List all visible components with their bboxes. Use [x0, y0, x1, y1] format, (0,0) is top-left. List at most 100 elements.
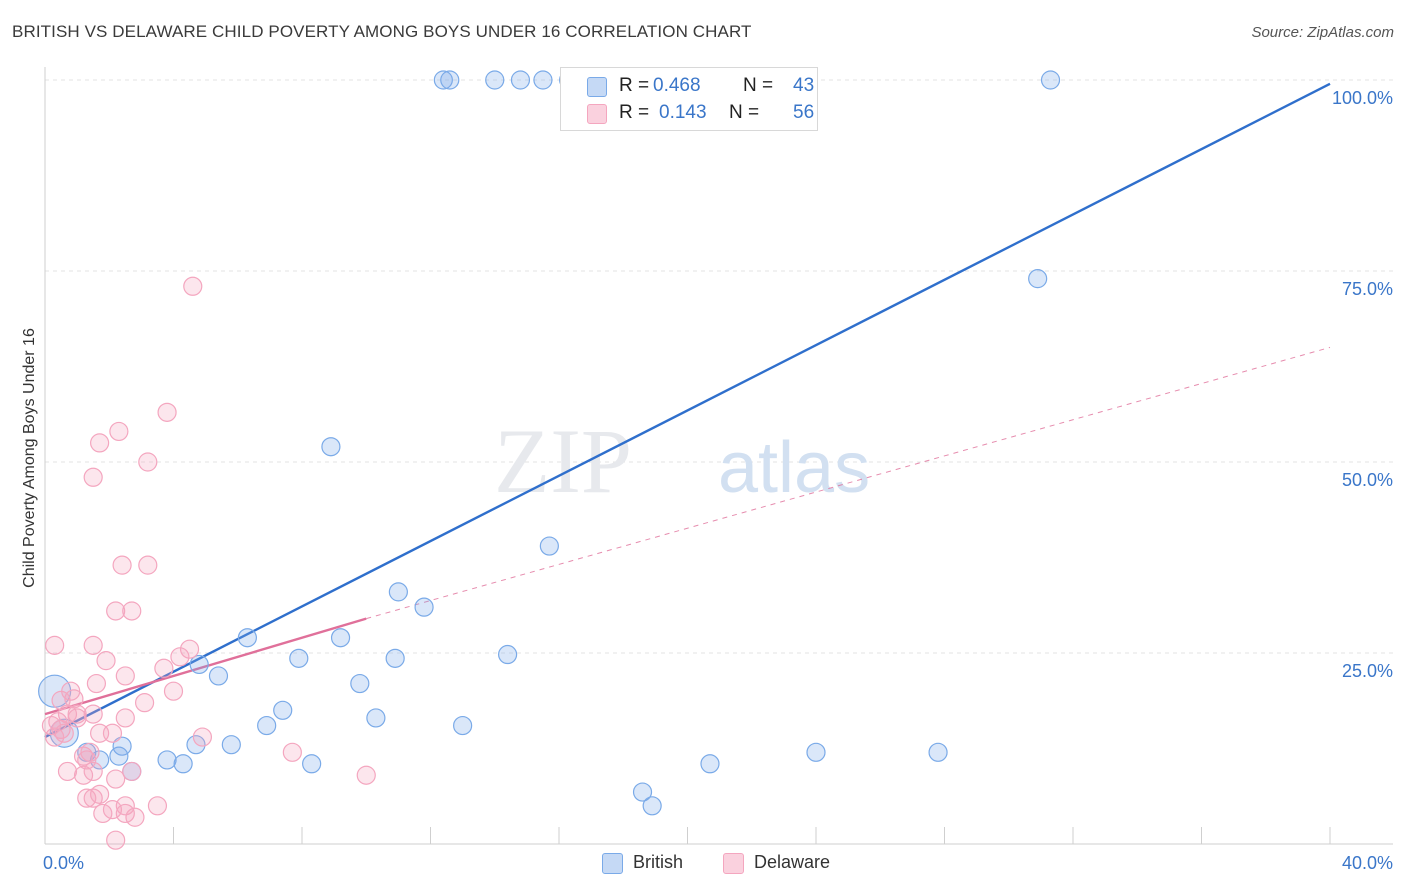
british-point — [510, 70, 531, 90]
chart-title: BRITISH VS DELAWARE CHILD POVERTY AMONG … — [12, 22, 752, 41]
british-point — [350, 673, 370, 694]
delaware-point — [147, 796, 168, 816]
delaware-point — [106, 830, 126, 850]
bottom-legend-label-delaware: Delaware — [754, 852, 831, 872]
delaware-point — [83, 467, 103, 487]
legend-n-label: N = — [743, 75, 774, 96]
watermark-atlas: atlas — [718, 428, 870, 508]
legend-swatch-british — [587, 77, 607, 97]
british-point — [385, 648, 405, 668]
x-tick-label: 0.0% — [43, 853, 84, 873]
british-point — [157, 750, 177, 770]
delaware-point — [90, 784, 110, 804]
british-point — [173, 754, 193, 774]
delaware-point — [138, 555, 158, 575]
delaware-point — [102, 800, 123, 820]
delaware-point — [83, 635, 103, 655]
british-point — [208, 666, 229, 686]
british-point — [453, 715, 473, 736]
british-point — [388, 582, 408, 602]
delaware-point — [134, 693, 155, 713]
stats-legend: R = 0.468 N = 43 R = 0.143 N = 56 — [560, 67, 818, 131]
british-point — [928, 742, 948, 762]
delaware-point — [45, 727, 65, 747]
trend-lines — [44, 82, 1331, 739]
legend-r-label: R = — [619, 75, 650, 96]
delaware-point — [106, 769, 126, 789]
british-point — [700, 754, 720, 774]
delaware-point — [115, 803, 135, 824]
british-point — [257, 715, 277, 736]
delaware-point — [45, 635, 65, 655]
british-point — [302, 754, 322, 774]
y-tick-label: 25.0% — [1342, 661, 1393, 681]
delaware-point — [93, 803, 113, 824]
british-point — [485, 70, 505, 90]
bottom-legend-swatch-delaware — [723, 853, 744, 874]
axes — [44, 67, 1393, 845]
delaware-trend-extension — [366, 346, 1331, 620]
delaware-point — [109, 421, 129, 442]
british-point — [289, 648, 309, 668]
delaware-point — [154, 658, 174, 678]
legend-r-label: R = — [619, 102, 650, 123]
data-points — [38, 70, 1061, 850]
delaware-point — [122, 761, 142, 782]
british-point — [539, 536, 559, 556]
british-point — [186, 735, 206, 755]
delaware-point — [282, 742, 302, 762]
british-point — [273, 700, 293, 720]
y-tick-labels: 100.0% 75.0% 50.0% 25.0% — [1332, 88, 1393, 681]
british-point — [440, 70, 460, 90]
watermark: ZIP atlas — [494, 410, 870, 512]
delaware-point — [183, 276, 203, 296]
british-point — [1028, 269, 1048, 289]
delaware-point — [96, 651, 116, 671]
delaware-point — [102, 723, 123, 743]
y-tick-label: 75.0% — [1342, 279, 1393, 299]
delaware-point — [115, 708, 135, 728]
chart-source: Source: ZipAtlas.com — [1251, 24, 1394, 41]
delaware-point — [54, 723, 74, 743]
watermark-zip: ZIP — [494, 410, 632, 512]
delaware-point — [80, 742, 100, 762]
delaware-point — [157, 402, 177, 422]
delaware-point — [77, 788, 97, 808]
british-point — [533, 70, 553, 90]
british-point — [433, 70, 453, 90]
delaware-point — [125, 807, 145, 827]
delaware-point — [122, 601, 142, 621]
delaware-trend-line — [44, 617, 367, 716]
legend-r-value-delaware: 0.143 — [659, 102, 707, 123]
y-tick-label: 100.0% — [1332, 88, 1393, 108]
legend-n-value-british: 43 — [793, 75, 815, 96]
delaware-point — [73, 765, 94, 785]
british-point — [237, 628, 257, 648]
british-point — [321, 437, 341, 457]
british-point — [366, 708, 386, 728]
british-trend-line — [44, 82, 1331, 739]
bottom-legend-swatch-british — [602, 853, 623, 874]
y-tick-label: 50.0% — [1342, 470, 1393, 490]
british-point — [189, 654, 209, 675]
x-tick-labels: 0.0% 40.0% — [43, 853, 1393, 873]
british-point — [109, 746, 129, 766]
delaware-point — [57, 761, 78, 782]
delaware-point — [192, 727, 213, 747]
delaware-point — [83, 704, 103, 724]
legend-n-value-delaware: 56 — [793, 102, 815, 123]
british-point — [498, 644, 518, 665]
delaware-point — [112, 555, 132, 575]
british-point — [49, 718, 79, 748]
delaware-point — [356, 765, 376, 785]
british-point — [221, 735, 241, 755]
bottom-legend-label-british: British — [633, 852, 684, 872]
delaware-point — [90, 433, 110, 453]
legend-n-label: N = — [729, 102, 760, 123]
delaware-point — [138, 452, 158, 472]
delaware-point — [170, 647, 190, 667]
british-point — [1040, 70, 1061, 90]
legend-r-value-british: 0.468 — [653, 75, 701, 96]
british-point — [642, 796, 662, 816]
